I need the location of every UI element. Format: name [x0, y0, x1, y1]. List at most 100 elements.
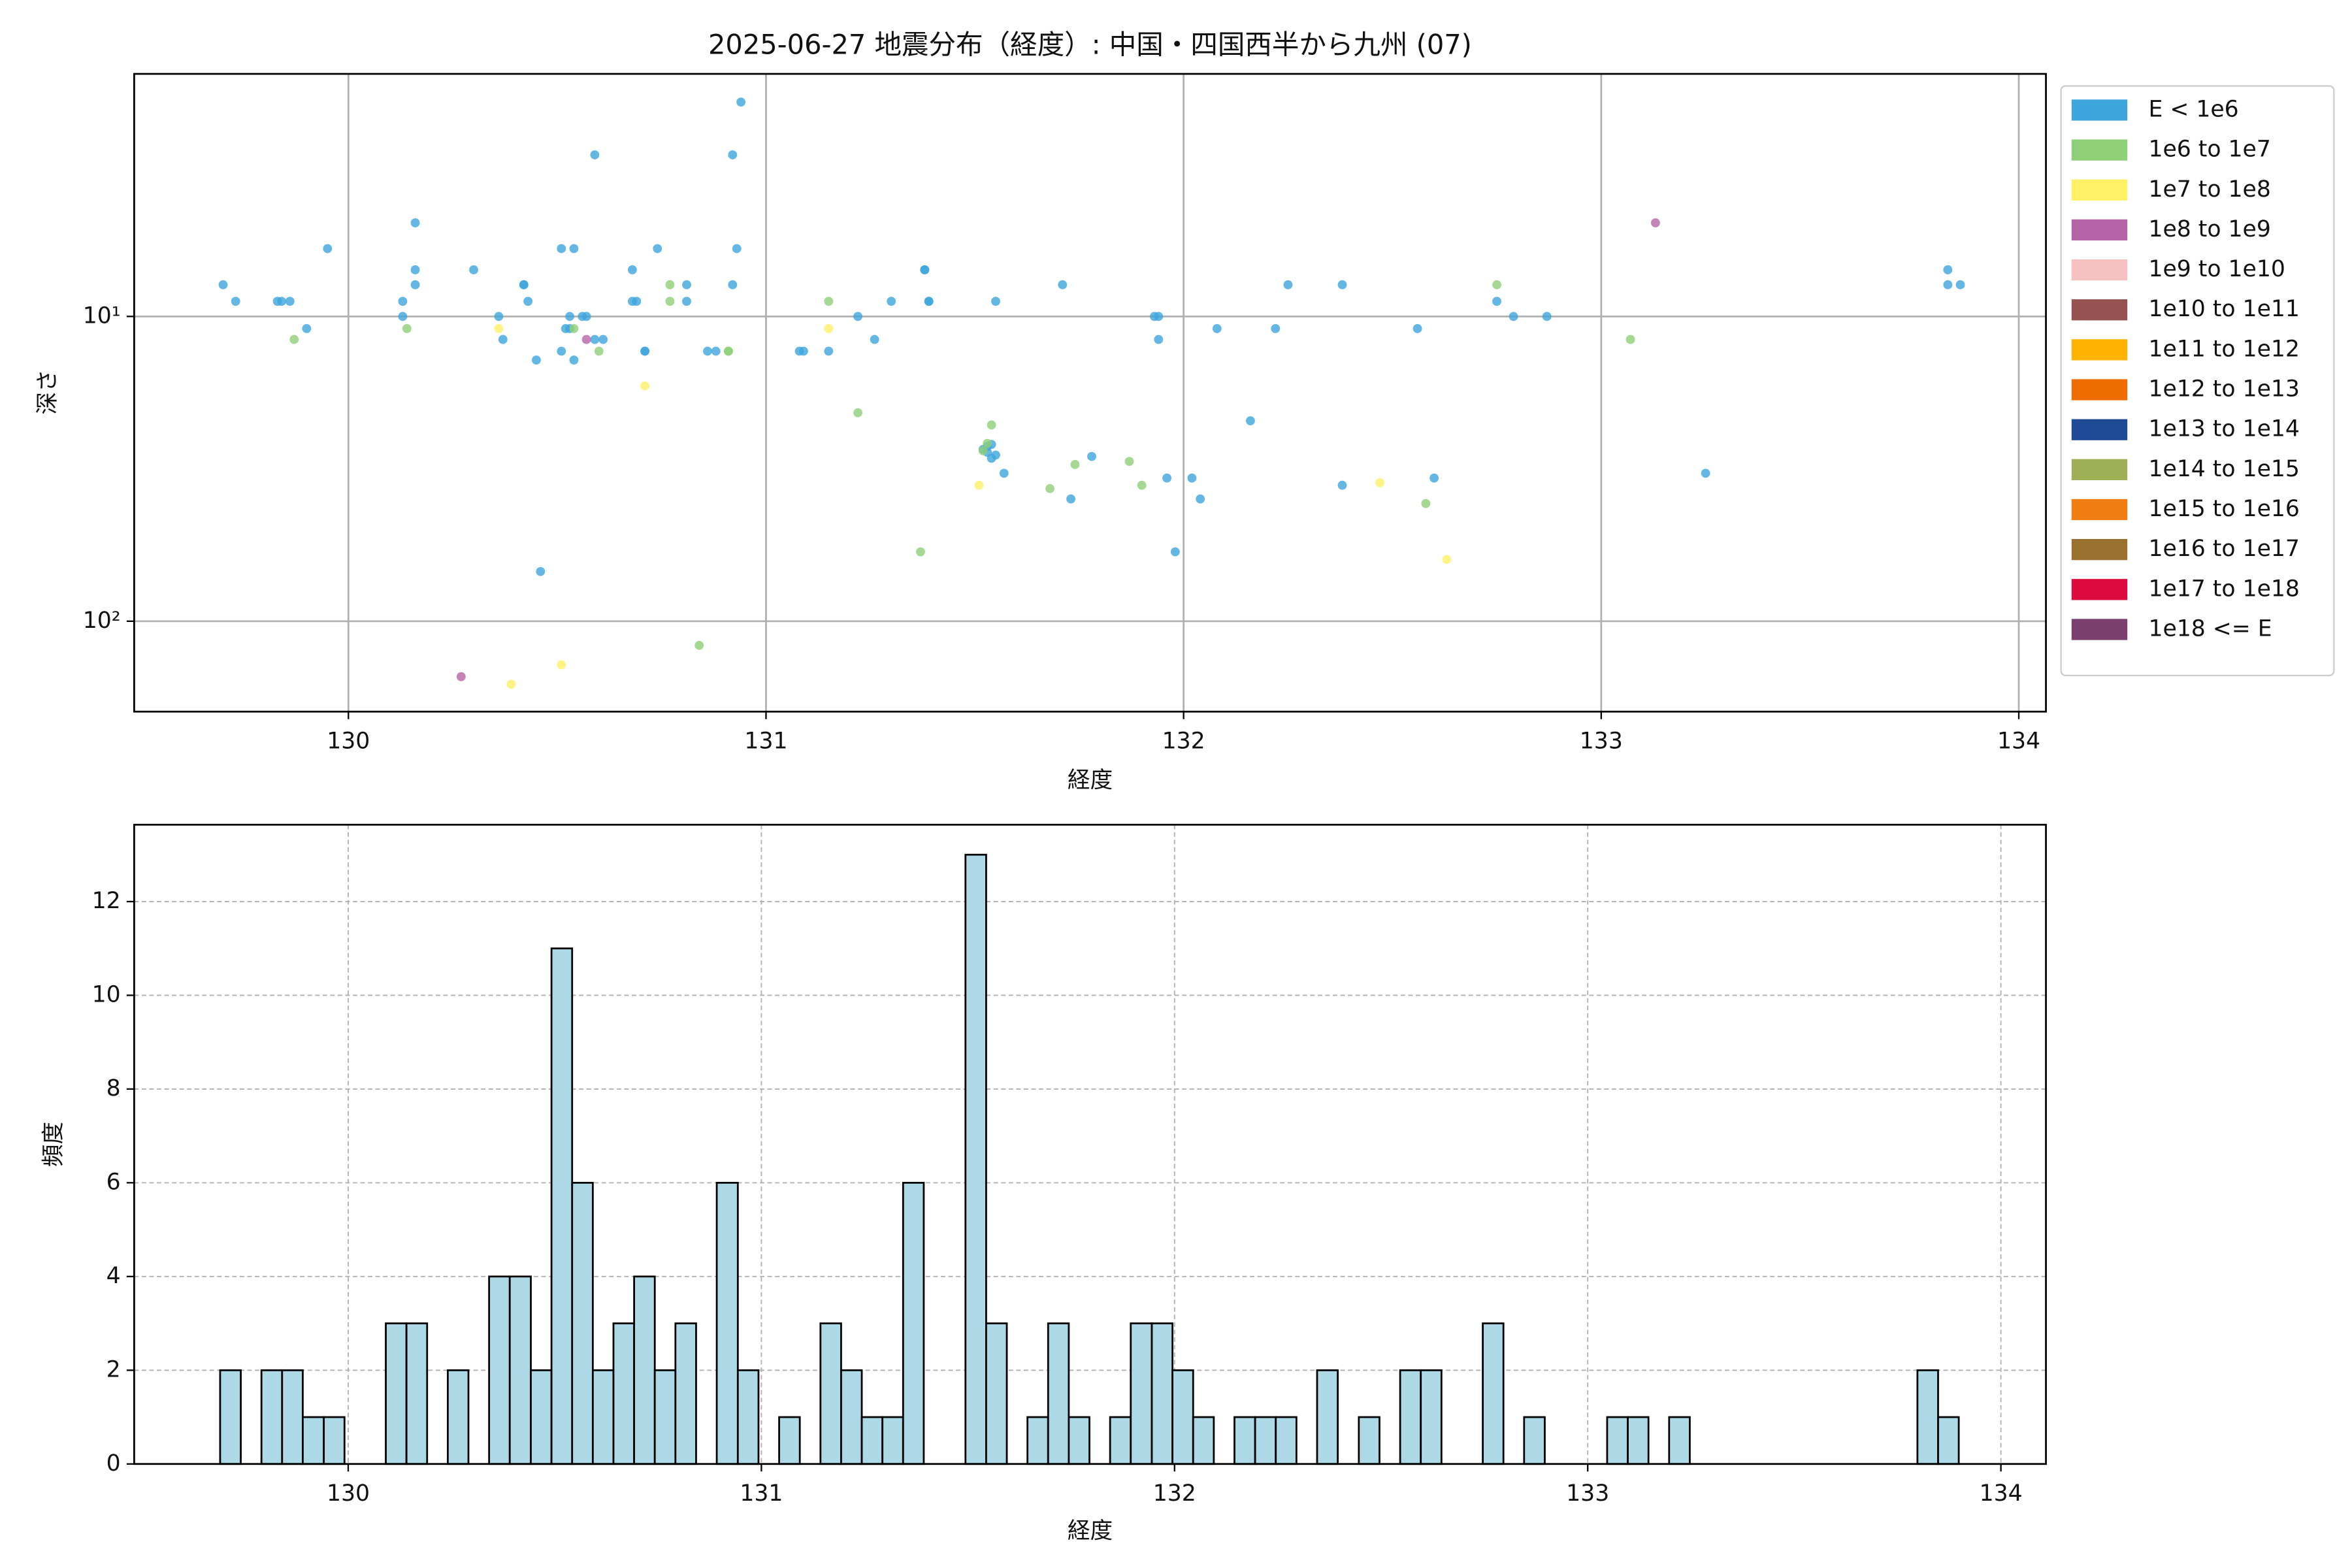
histogram-bar — [985, 1322, 1008, 1465]
legend-swatch — [2071, 139, 2128, 161]
x-tick-label: 134 — [1997, 728, 2040, 754]
x-tick-label: 131 — [744, 728, 787, 754]
x-tick-label: 131 — [740, 1480, 783, 1507]
histogram-bar — [1047, 1322, 1070, 1465]
data-point — [987, 420, 996, 430]
data-point — [1271, 323, 1281, 333]
x-axis-label: 経度 — [1068, 1518, 1113, 1544]
data-point — [277, 297, 286, 306]
legend-swatch — [2071, 539, 2128, 561]
data-point — [594, 346, 604, 356]
data-point — [598, 335, 608, 344]
histogram-bar — [902, 1181, 925, 1465]
data-point — [728, 280, 738, 289]
data-point — [410, 280, 420, 289]
histogram-bar — [1254, 1416, 1277, 1465]
data-point — [999, 468, 1009, 478]
histogram-bar — [281, 1369, 304, 1465]
histogram-bar — [385, 1322, 408, 1465]
histogram-bar — [1916, 1369, 1939, 1465]
data-point — [824, 297, 834, 306]
legend-swatch — [2071, 179, 2128, 201]
data-point — [1337, 280, 1347, 289]
histogram-bar — [612, 1322, 635, 1465]
data-point — [632, 297, 642, 306]
x-tick-label: 132 — [1153, 1480, 1196, 1507]
data-point — [1943, 280, 1953, 289]
y-tick-label: 0 — [106, 1450, 121, 1477]
data-point — [732, 244, 742, 253]
histogram-bar — [1399, 1369, 1422, 1465]
legend-label: 1e17 to 1e18 — [2148, 576, 2299, 602]
data-point — [1087, 451, 1096, 461]
data-point — [506, 679, 516, 689]
legend-swatch — [2071, 419, 2128, 440]
histogram-bar — [1192, 1416, 1215, 1465]
data-point — [887, 297, 896, 306]
data-point — [1492, 280, 1501, 289]
data-point — [682, 280, 691, 289]
data-point — [519, 280, 529, 289]
data-point — [703, 346, 712, 356]
data-point — [1187, 473, 1197, 483]
histogram-bar — [1482, 1322, 1505, 1465]
histogram-bar — [1109, 1416, 1132, 1465]
histogram-bar — [736, 1369, 760, 1465]
chart-title: 2025-06-27 地震分布（経度）: 中国・四国西半から九州 (07) — [708, 29, 1472, 61]
legend-label: 1e7 to 1e8 — [2148, 176, 2270, 203]
data-point — [665, 280, 675, 289]
data-point — [498, 335, 508, 344]
y-axis-label: 頻度 — [41, 1122, 67, 1167]
data-point — [991, 450, 1000, 460]
histogram-bar — [860, 1416, 884, 1465]
data-point — [711, 346, 721, 356]
data-point — [1196, 494, 1205, 504]
data-point — [494, 323, 504, 333]
data-point — [523, 297, 533, 306]
histogram-bar — [1233, 1416, 1256, 1465]
histogram-bar — [1130, 1322, 1153, 1465]
legend-label: 1e18 <= E — [2148, 615, 2272, 642]
data-point — [557, 660, 566, 670]
legend-label: 1e13 to 1e14 — [2148, 416, 2299, 442]
legend-label: 1e16 to 1e17 — [2148, 536, 2299, 562]
data-point — [1154, 335, 1164, 344]
legend-swatch — [2071, 579, 2128, 600]
legend-swatch — [2071, 219, 2128, 241]
histogram-bar — [571, 1181, 594, 1465]
data-point — [1542, 312, 1552, 321]
histogram-bar — [881, 1416, 904, 1465]
data-point — [323, 244, 333, 253]
y-tick-label: 2 — [106, 1356, 121, 1382]
legend-swatch — [2071, 619, 2128, 640]
data-point — [1245, 416, 1255, 426]
y-tick-label: 4 — [106, 1263, 121, 1289]
data-point — [1058, 280, 1068, 289]
data-point — [694, 640, 704, 650]
data-point — [853, 408, 863, 417]
histogram-bar — [405, 1322, 429, 1465]
data-point — [991, 297, 1000, 306]
data-point — [1375, 478, 1384, 487]
data-point — [916, 547, 925, 557]
data-point — [398, 297, 408, 306]
histogram-bar — [1937, 1416, 1960, 1465]
data-point — [1429, 473, 1439, 483]
data-point — [398, 312, 408, 321]
legend-label: E < 1e6 — [2148, 96, 2238, 122]
data-point — [231, 297, 240, 306]
histogram-bar — [591, 1369, 615, 1465]
data-point — [799, 346, 808, 356]
histogram-bar — [1668, 1416, 1691, 1465]
histogram-bar — [1606, 1416, 1629, 1465]
histogram-bar — [446, 1369, 470, 1465]
plot-frame — [133, 823, 2047, 1465]
y-axis-label: 深さ — [35, 369, 61, 414]
data-point — [724, 346, 733, 356]
histogram-bar — [1171, 1369, 1194, 1465]
data-point — [1413, 323, 1422, 333]
y-tick-label: 10¹ — [83, 302, 121, 329]
data-point — [728, 150, 738, 159]
